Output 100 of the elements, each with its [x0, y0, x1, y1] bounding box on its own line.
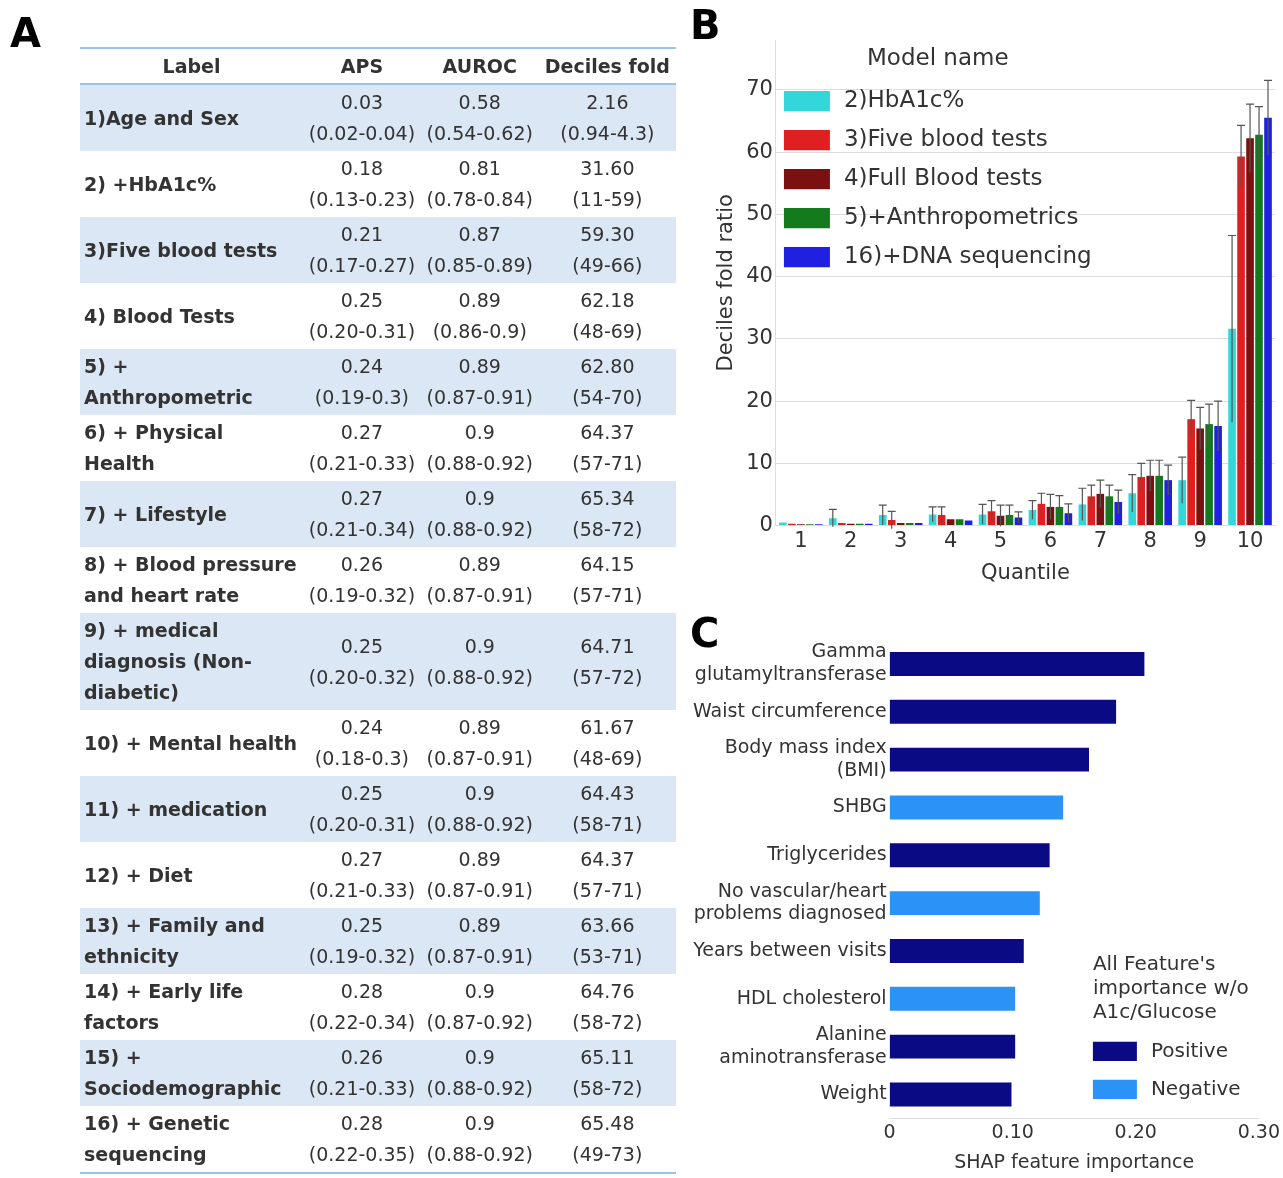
text: 0.9 (0.88-0.92) [426, 1046, 533, 1099]
y-tick-label: 10 [746, 449, 773, 474]
chart-title: B [690, 2, 721, 48]
text: 65.34 (58-72) [572, 487, 643, 540]
text: 2.16 (0.94-4.3) [560, 91, 655, 144]
y-tick-label: 10) + Mental health [83, 730, 298, 756]
text: 0.27 (0.21-0.33) [308, 848, 416, 901]
y-tick-label: 14) + Early life factors [83, 979, 245, 1035]
y-tick-label: No vascular/heart problems diagnosed [693, 878, 887, 924]
legend-title: All Feature's importance w/o A1c/Glucose [1092, 950, 1249, 1023]
x-tick-label: 9 [1193, 527, 1207, 552]
x-axis-title: SHAP feature importance [954, 1149, 1195, 1172]
text: 0.03 (0.02-0.04) [308, 91, 416, 144]
x-tick-label: 1 [794, 527, 808, 552]
chart-title: A [10, 10, 41, 56]
y-tick-label: 6) + Physical Health [83, 420, 225, 476]
y-tick-label: Years between visits [692, 937, 887, 960]
text: 0.89 (0.87-0.91) [426, 553, 533, 606]
x-tick-label: 3 [894, 527, 908, 552]
text: 0.87 (0.85-0.89) [426, 223, 533, 276]
y-tick-label: 11) + medication [83, 796, 269, 822]
x-tick-label: 5 [993, 527, 1008, 552]
x-tick-label: 7 [1093, 527, 1108, 552]
text: 0.26 (0.19-0.32) [308, 553, 416, 606]
text: 61.67 (48-69) [572, 716, 643, 769]
text: 62.18 (48-69) [572, 289, 643, 342]
y-tick-label: 70 [746, 76, 773, 101]
y-tick-label: SHBG [832, 794, 887, 817]
text: 0.25 (0.19-0.32) [308, 914, 416, 967]
text: 0.28 (0.22-0.35) [308, 1112, 416, 1165]
text: 0.18 (0.13-0.23) [308, 157, 416, 210]
legend-label: 16)+DNA sequencing [843, 242, 1092, 269]
y-axis-title: Deciles fold ratio [713, 194, 738, 372]
text: 0.9 (0.88-0.92) [426, 421, 533, 474]
legend-title: Model name [866, 44, 1009, 71]
text: 0.25 (0.20-0.32) [308, 634, 416, 688]
text: 64.71 (57-72) [572, 634, 643, 688]
x-tick-label: Deciles fold [538, 48, 676, 84]
x-tick-label: 0.10 [991, 1119, 1034, 1142]
text: 65.11 (58-72) [572, 1046, 643, 1099]
text: 0.25 (0.20-0.31) [308, 782, 416, 835]
text: 0.89 (0.87-0.91) [426, 914, 533, 967]
text: 0.89 (0.86-0.9) [432, 289, 527, 342]
y-axis-title: Label [80, 48, 303, 84]
legend-label: Negative [1150, 1075, 1241, 1100]
text: 0.24 (0.18-0.3) [314, 716, 410, 769]
x-tick-label: 0.30 [1237, 1119, 1280, 1142]
x-tick-label: AUROC [420, 48, 539, 84]
y-tick-label: 60 [746, 138, 773, 163]
text: 0.9 (0.88-0.92) [426, 634, 533, 688]
y-tick-label: 1)Age and Sex [83, 105, 241, 131]
text: 0.25 (0.20-0.31) [308, 289, 416, 342]
y-tick-label: 30 [746, 325, 773, 350]
x-axis-title: Quantile [981, 559, 1070, 584]
y-tick-label: 15) + Sociodemographic [83, 1045, 283, 1101]
y-tick-label: Weight [820, 1081, 887, 1104]
y-tick-label: 40 [746, 263, 773, 288]
text: 62.80 (54-70) [572, 355, 643, 408]
text: 64.37 (57-71) [572, 421, 643, 474]
text: 0.89 (0.87-0.91) [426, 848, 533, 901]
text: 0.58 (0.54-0.62) [426, 91, 533, 144]
y-tick-label: 2) +HbA1c% [83, 171, 218, 197]
text: 0.81 (0.78-0.84) [426, 157, 533, 210]
x-tick-label: 0.20 [1114, 1119, 1157, 1142]
y-tick-label: 7) + Lifestyle [83, 501, 228, 527]
x-tick-label: 2 [844, 527, 858, 552]
y-tick-label: 5) + Anthropometric [83, 354, 254, 410]
text: 0.9 (0.87-0.92) [426, 980, 533, 1033]
text: 0.24 (0.19-0.3) [314, 355, 410, 408]
y-tick-label: 4) Blood Tests [83, 303, 236, 329]
y-tick-label: HDL cholesterol [736, 985, 887, 1008]
text: 0.26 (0.21-0.33) [308, 1046, 416, 1099]
text: 63.66 (53-71) [572, 914, 643, 967]
text: 65.48 (49-73) [572, 1112, 643, 1165]
text: 64.76 (58-72) [572, 980, 643, 1033]
text: 0.89 (0.87-0.91) [426, 355, 533, 408]
y-tick-label: 9) + medical diagnosis (Non-diabetic) [83, 618, 253, 705]
x-tick-label: 8 [1143, 527, 1157, 552]
y-tick-label: 50 [746, 200, 773, 225]
text: 31.60 (11-59) [572, 157, 643, 210]
y-tick-label: 12) + Diet [83, 862, 194, 888]
y-tick-label: Waist circumference [693, 698, 887, 721]
text: 0.21 (0.17-0.27) [308, 223, 416, 276]
y-tick-label: 13) + Family and ethnicity [83, 913, 266, 969]
text: 64.37 (57-71) [572, 848, 643, 901]
text: 64.15 (57-71) [572, 553, 643, 606]
legend-label: 2)HbA1c% [843, 86, 965, 113]
legend-label: Positive [1150, 1037, 1228, 1062]
y-tick-label: 3)Five blood tests [83, 237, 279, 263]
x-tick-label: 4 [943, 527, 958, 552]
legend-label: 3)Five blood tests [843, 125, 1048, 152]
y-tick-label: Alanine aminotransferase [719, 1022, 887, 1067]
text: 64.43 (58-71) [572, 782, 643, 835]
legend-label: 4)Full Blood tests [843, 164, 1043, 191]
x-tick-label: APS [303, 48, 421, 84]
legend-label: 5)+Anthropometrics [843, 203, 1079, 230]
y-tick-label: 20 [746, 387, 773, 412]
y-tick-label: 16) + Genetic sequencing [83, 1111, 232, 1167]
y-tick-label: 8) + Blood pressure and heart rate [83, 552, 298, 608]
text: 59.30 (49-66) [572, 223, 643, 276]
